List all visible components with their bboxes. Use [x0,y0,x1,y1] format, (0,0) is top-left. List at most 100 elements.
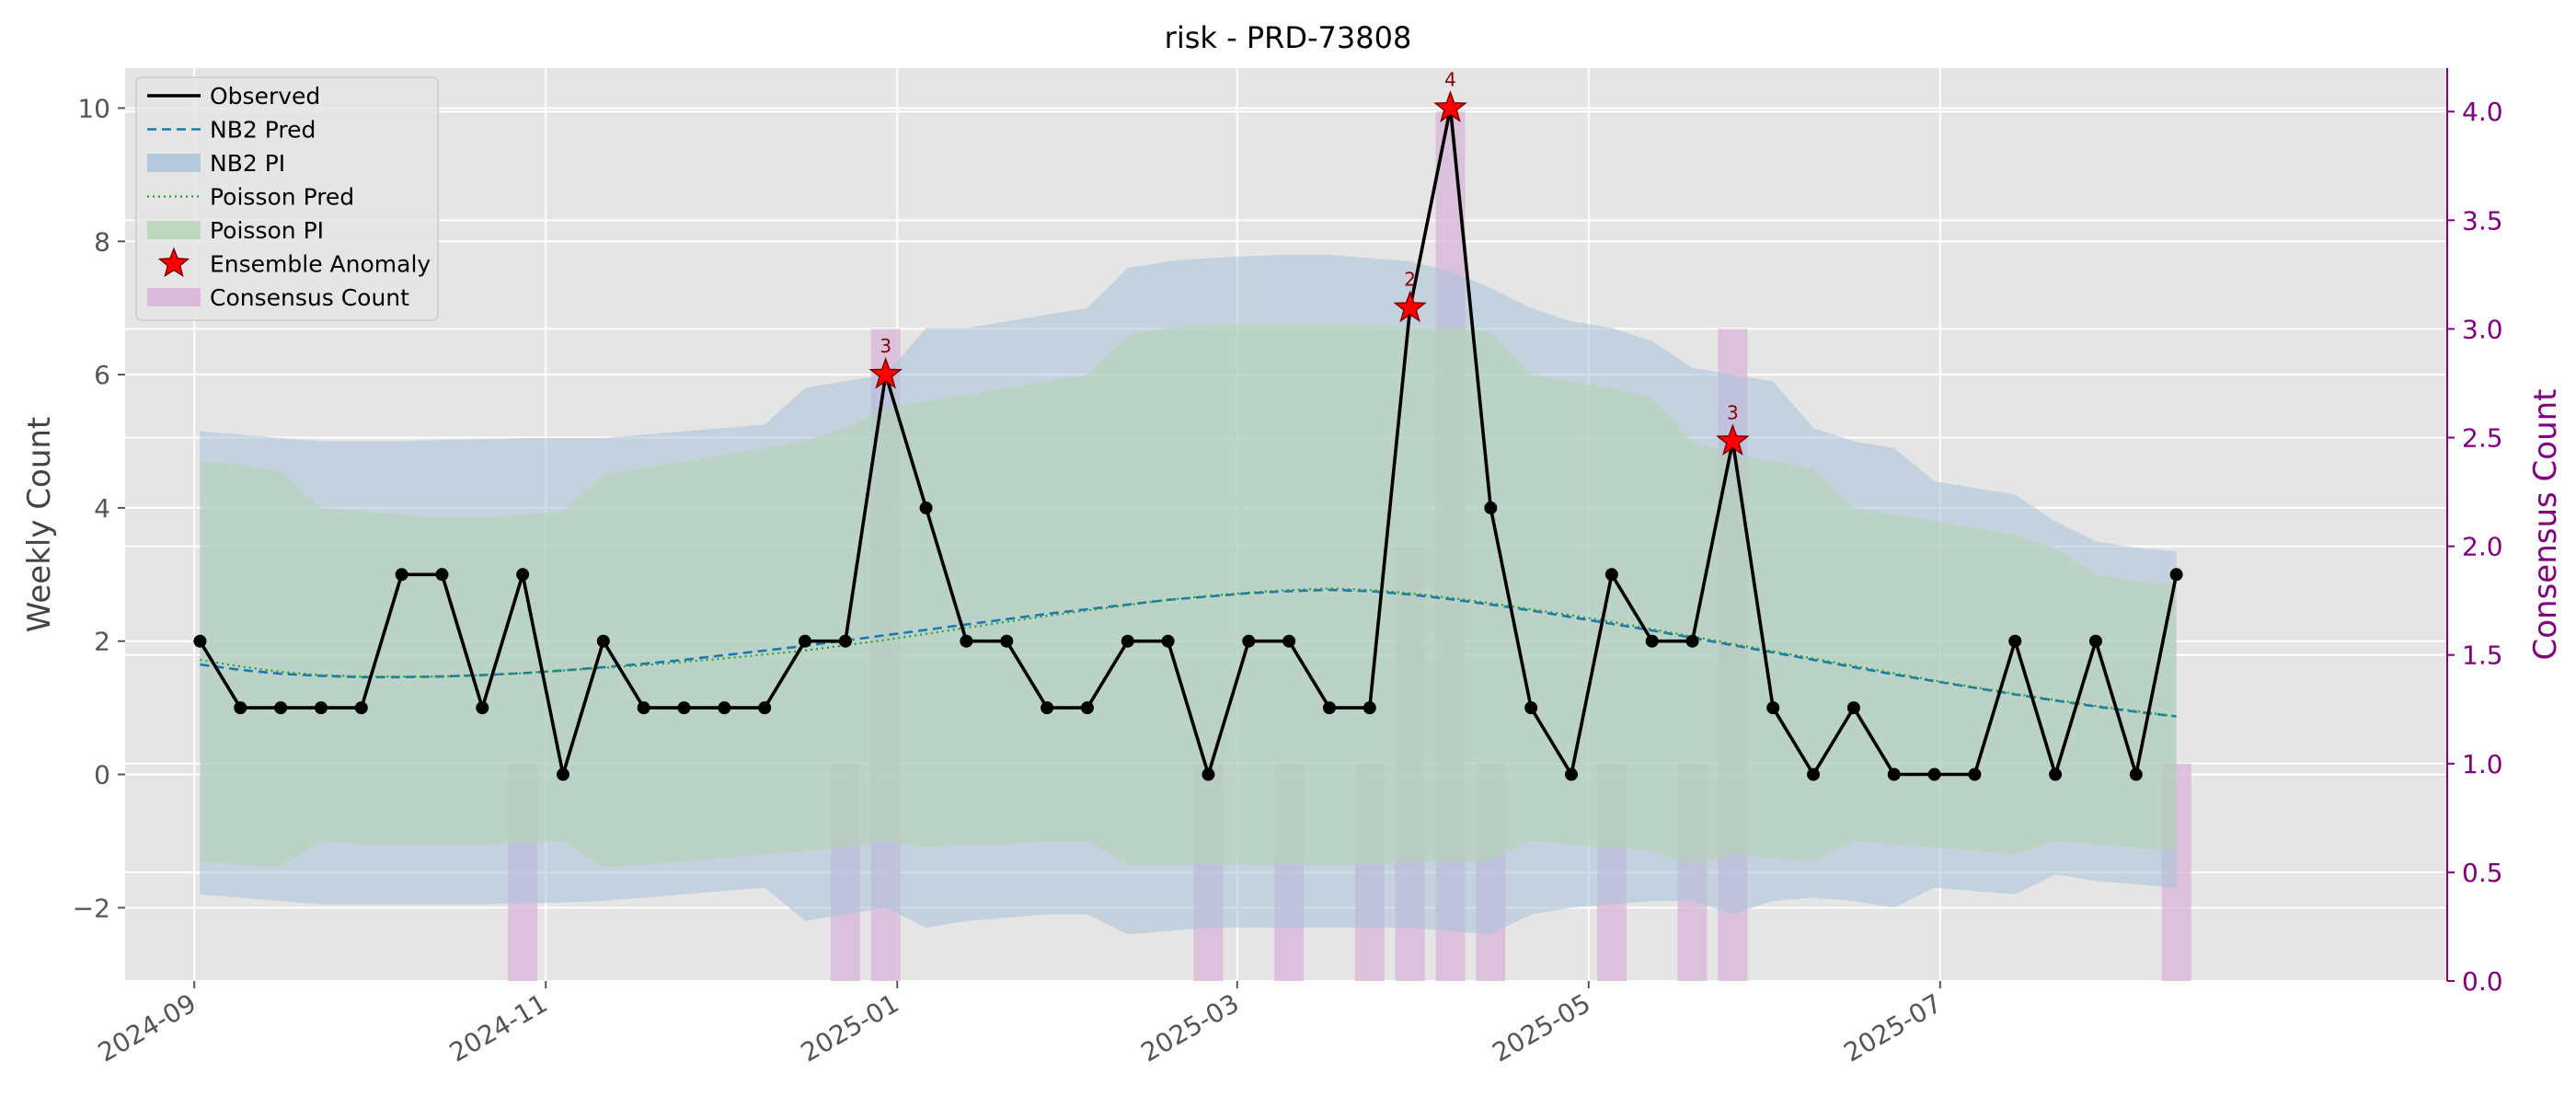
observed-point [2169,568,2183,582]
observed-point [919,501,933,514]
observed-point [960,634,973,648]
observed-point [314,701,328,715]
y2-tick-label: 0.0 [2462,966,2503,997]
legend-swatch-anomaly [157,247,190,278]
observed-point [2049,768,2063,781]
y2-tick-label: 1.0 [2462,749,2503,779]
anomaly-label: 2 [1404,269,1416,291]
y2-tick-label: 2.0 [2462,532,2503,562]
y2-tick-label: 3.0 [2462,314,2503,344]
y2-tick-label: 4.0 [2462,97,2503,127]
poisson-pi-band [200,324,2177,868]
observed-point [1363,701,1376,715]
observed-point [1121,634,1134,648]
observed-point [1604,568,1618,582]
observed-point [435,568,449,582]
observed-point [1161,634,1175,648]
observed-point [596,634,610,648]
observed-point [799,634,812,648]
observed-point [395,568,408,582]
legend-label: NB2 PI [210,150,285,177]
observed-point [193,634,207,648]
legend-label: Poisson Pred [210,184,354,211]
anomaly-label: 3 [880,335,891,357]
observed-point [838,634,852,648]
observed-point [2008,634,2022,648]
y-axis-label: Weekly Count [21,417,58,633]
anomaly-label: 4 [1444,68,1456,90]
observed-point [718,701,731,715]
observed-point [1685,634,1699,648]
observed-point [1645,634,1659,648]
anomaly-star [1716,423,1750,456]
observed-point [1887,768,1901,781]
x-tick-label: 2025-03 [1135,987,1244,1068]
poisson-pred-line [200,587,2177,718]
observed-point [1846,701,1860,715]
observed-point [758,701,772,715]
observed-point [2088,634,2102,648]
y2-tick-label: 3.5 [2462,205,2503,236]
observed-point [476,701,489,715]
prediction-lines-layer [200,587,2177,718]
legend: Observed NB2 Pred NB2 PI Poisson Pred Poisso… [135,76,439,321]
legend-box [135,76,439,321]
legend-swatch-consensus [147,288,201,306]
legend-swatch-nb2-pi [147,154,201,172]
observed-point [1807,768,1821,781]
legend-swatch-poisson-pi [147,221,201,239]
observed-point [1927,768,1941,781]
observed-point [2129,768,2143,781]
chart-title: risk - PRD-73808 [1165,20,1412,55]
anomaly-star [1393,290,1427,323]
observed-point [234,701,247,715]
observed-point [354,701,368,715]
observed-point [1282,634,1296,648]
y-tick-label: −2 [73,893,110,923]
legend-label: Poisson PI [210,217,324,244]
observed-point [516,568,530,582]
observed-point [1524,701,1538,715]
observed-point [1041,701,1054,715]
legend-label: NB2 Pred [210,117,316,144]
y-tick-label: 4 [94,493,110,524]
observed-point [1242,634,1256,648]
prediction-bands-layer [200,254,2177,935]
observed-point [677,701,691,715]
y-tick-label: 0 [94,760,110,791]
observed-point [1484,501,1498,514]
anomaly-layer: 3 2 4 3 [868,68,1750,456]
anomaly-star [1433,90,1467,122]
observed-point [1202,768,1215,781]
x-tick-label: 2025-05 [1487,987,1595,1068]
observed-point [1322,701,1336,715]
anomaly-star [868,356,903,389]
y-tick-label: 10 [77,93,110,123]
y-tick-label: 6 [94,360,110,390]
observed-point [556,768,569,781]
y-tick-label: 2 [94,627,110,657]
x-tick-label: 2024-11 [444,987,553,1068]
y-tick-label: 8 [94,226,110,257]
observed-point [1080,701,1094,715]
x-tick-label: 2025-01 [796,987,904,1068]
anomaly-label: 3 [1727,401,1739,423]
observed-point [637,701,650,715]
x-tick-label: 2025-07 [1839,987,1948,1068]
y2-tick-label: 2.5 [2462,423,2503,454]
observed-point [1565,768,1579,781]
observed-point [274,701,288,715]
x-tick-label: 2024-09 [93,987,201,1068]
observed-line [198,108,2179,780]
observed-point [1766,701,1780,715]
observed-point [1968,768,1982,781]
observed-point [1000,634,1014,648]
legend-label: Ensemble Anomaly [210,251,431,278]
y2-tick-label: 0.5 [2462,858,2503,888]
y2-axis-label: Consensus Count [2527,388,2564,660]
legend-label: Observed [210,83,320,110]
y2-tick-label: 1.5 [2462,641,2503,671]
legend-label: Consensus Count [210,284,409,311]
